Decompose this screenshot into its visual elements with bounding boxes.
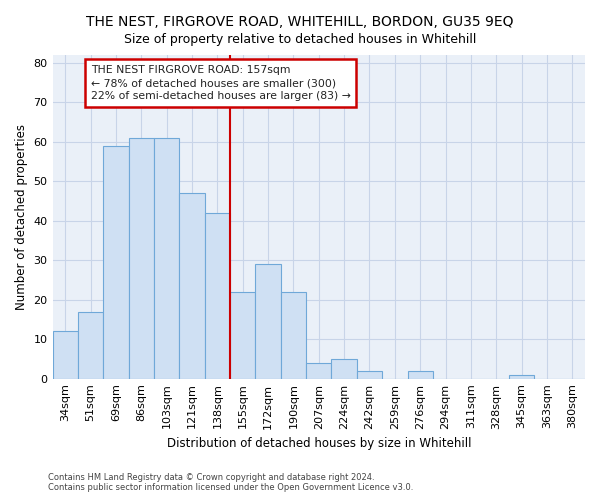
Bar <box>205 213 230 378</box>
Y-axis label: Number of detached properties: Number of detached properties <box>15 124 28 310</box>
Bar <box>281 292 306 378</box>
Bar <box>509 374 534 378</box>
Bar <box>331 359 357 378</box>
Bar <box>230 292 256 378</box>
Bar <box>103 146 128 378</box>
Bar <box>357 371 382 378</box>
Bar <box>154 138 179 378</box>
X-axis label: Distribution of detached houses by size in Whitehill: Distribution of detached houses by size … <box>167 437 471 450</box>
Bar <box>78 312 103 378</box>
Bar <box>306 363 331 378</box>
Bar <box>128 138 154 378</box>
Bar <box>256 264 281 378</box>
Text: THE NEST FIRGROVE ROAD: 157sqm
← 78% of detached houses are smaller (300)
22% of: THE NEST FIRGROVE ROAD: 157sqm ← 78% of … <box>91 65 350 102</box>
Text: THE NEST, FIRGROVE ROAD, WHITEHILL, BORDON, GU35 9EQ: THE NEST, FIRGROVE ROAD, WHITEHILL, BORD… <box>86 15 514 29</box>
Text: Size of property relative to detached houses in Whitehill: Size of property relative to detached ho… <box>124 32 476 46</box>
Bar <box>53 332 78 378</box>
Bar <box>179 193 205 378</box>
Bar <box>407 371 433 378</box>
Text: Contains HM Land Registry data © Crown copyright and database right 2024.
Contai: Contains HM Land Registry data © Crown c… <box>48 473 413 492</box>
